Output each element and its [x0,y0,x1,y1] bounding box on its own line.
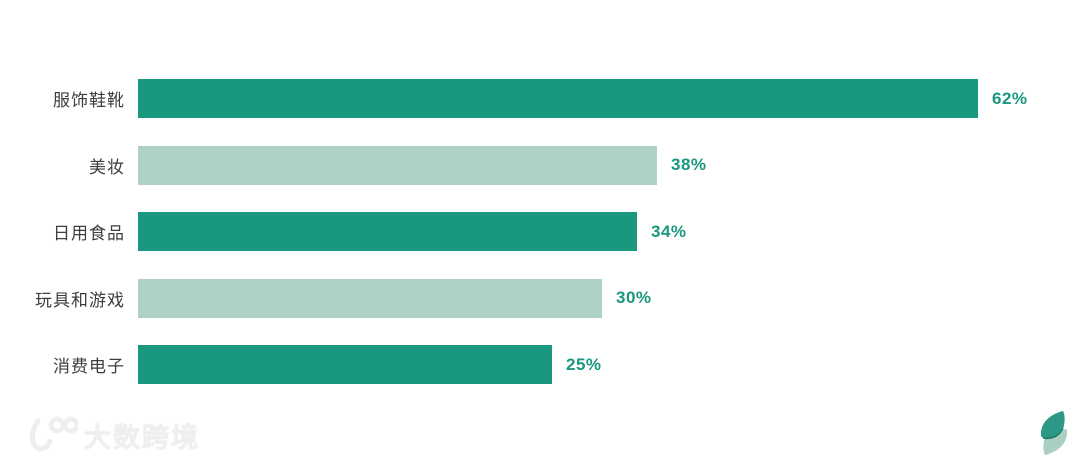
value-label: 62% [992,88,1028,108]
bar-row: 服饰鞋靴 62% [0,79,1080,118]
value-label: 38% [671,155,707,174]
watermark: 大数跨境 [26,414,200,456]
bar-row: 美妆 38% [0,145,1080,185]
bar-row: 日用食品 34% [0,212,1080,251]
bar [138,345,552,384]
bar [138,145,657,185]
bar [138,278,602,318]
category-label: 美妆 [89,157,125,177]
category-label: 玩具和游戏 [35,290,125,310]
dashu-kuajing-logo-icon [29,416,78,452]
bar-row: 消费电子 25% [0,345,1080,384]
value-label: 25% [566,354,602,374]
category-label: 服饰鞋靴 [53,91,125,110]
bar-row: 玩具和游戏 30% [0,278,1080,318]
watermark-text: 大数跨境 [84,422,200,453]
statista-s-logo-icon [1040,411,1068,455]
bar [138,212,637,251]
bar [138,79,978,118]
value-label: 30% [616,288,652,307]
category-label: 日用食品 [53,224,125,243]
category-label: 消费电子 [53,357,125,376]
bar-chart: 服饰鞋靴 62% 美妆 38% 日用食品 34% 玩具和游戏 30% 消费电子 … [0,79,1080,384]
value-label: 34% [651,221,687,241]
